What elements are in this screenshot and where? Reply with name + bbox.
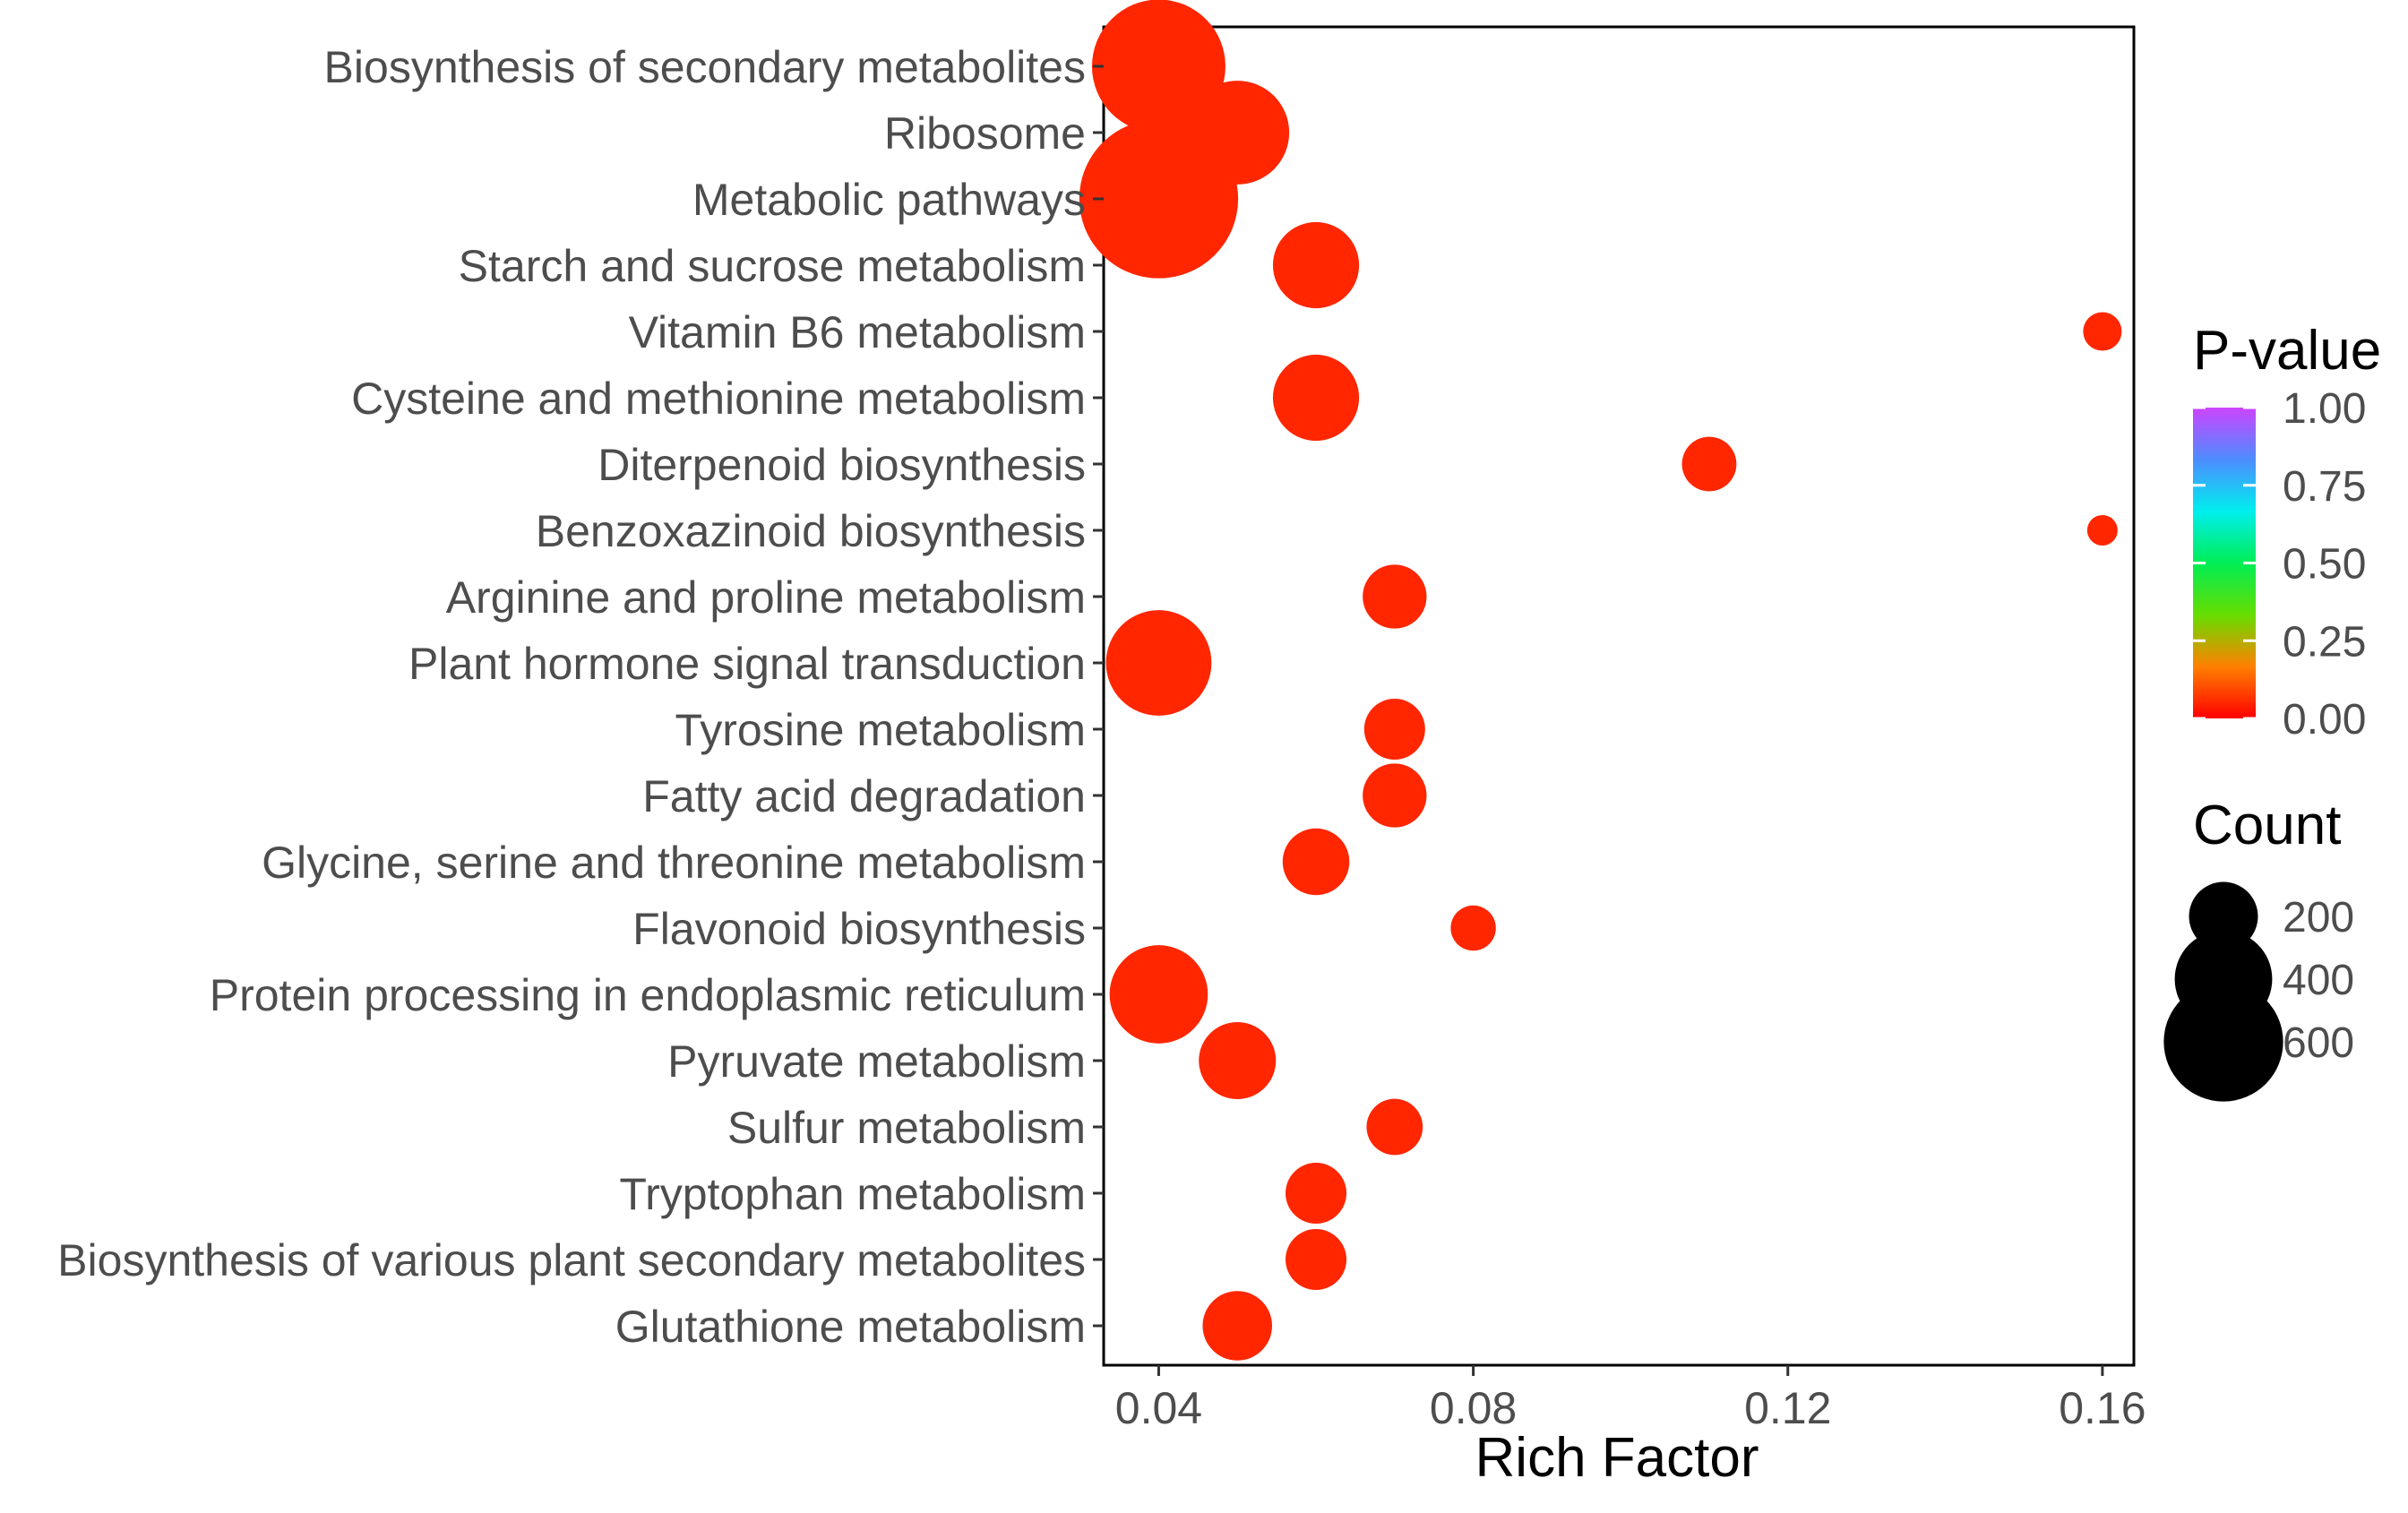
data-point[interactable] (1363, 763, 1427, 828)
data-point[interactable] (1272, 221, 1360, 309)
p-value-legend-title: P-value (2193, 320, 2381, 382)
p-value-legend: P-value 1.00 0.75 0.50 0.25 0.00 (2193, 320, 2381, 744)
data-point[interactable] (1681, 436, 1737, 492)
data-point[interactable] (1363, 564, 1427, 629)
data-point[interactable] (1202, 1291, 1273, 1361)
count-legend-label: 400 (2283, 957, 2354, 1004)
data-point[interactable] (1363, 699, 1425, 760)
data-point[interactable] (1079, 119, 1239, 279)
data-points (1079, 0, 2122, 1361)
y-axis-labels: Biosynthesis of secondary metabolites Rib… (57, 42, 1104, 1352)
y-tick-label: Flavonoid biosynthesis (632, 904, 1086, 954)
y-tick-label: Pyruvate metabolism (667, 1036, 1086, 1087)
colorbar-label: 0.50 (2283, 541, 2366, 589)
y-tick-label: Metabolic pathways (692, 175, 1086, 225)
y-tick-label: Arginine and proline metabolism (446, 572, 1086, 623)
count-legend-key (2163, 982, 2283, 1102)
y-tick-label: Benzoxazinoid biosynthesis (536, 506, 1086, 556)
plot-panel (1102, 25, 2136, 1367)
y-tick-label: Tryptophan metabolism (619, 1169, 1086, 1219)
plot-border (1102, 25, 2136, 1367)
data-point[interactable] (1199, 1021, 1277, 1100)
colorbar-label: 0.00 (2283, 696, 2366, 744)
y-tick-label: Ribosome (884, 108, 1086, 159)
data-point[interactable] (1272, 354, 1360, 442)
colorbar-label: 0.75 (2283, 463, 2366, 511)
colorbar-label: 0.25 (2283, 618, 2366, 666)
data-point[interactable] (1286, 1163, 1347, 1224)
count-legend-label: 200 (2283, 894, 2354, 941)
y-tick-label: Biosynthesis of secondary metabolites (324, 42, 1086, 92)
y-tick-label: Fatty acid degradation (642, 771, 1086, 821)
data-point[interactable] (2083, 312, 2122, 351)
y-tick-label: Vitamin B6 metabolism (629, 307, 1086, 357)
y-tick-label: Sulfur metabolism (727, 1103, 1086, 1153)
y-tick-label: Diterpenoid biosynthesis (598, 440, 1086, 490)
data-point[interactable] (1091, 0, 1226, 133)
x-axis: 0.04 0.08 0.12 0.16 (1115, 1365, 2146, 1433)
count-legend-title: Count (2193, 795, 2341, 856)
y-tick-label: Glycine, serine and threonine metabolism (262, 838, 1086, 888)
y-tick-label: Protein processing in endoplasmic reticu… (210, 970, 1086, 1020)
x-tick-label: 0.12 (1744, 1383, 1831, 1433)
data-point[interactable] (2086, 515, 2118, 546)
y-tick-label: Glutathione metabolism (615, 1302, 1086, 1352)
data-point[interactable] (1109, 945, 1208, 1044)
data-point[interactable] (1282, 828, 1350, 896)
x-axis-title: Rich Factor (1475, 1427, 1759, 1489)
y-tick-label: Tyrosine metabolism (675, 705, 1087, 755)
x-tick-label: 0.04 (1115, 1383, 1202, 1433)
y-tick-label: Cysteine and methionine metabolism (351, 374, 1086, 424)
data-point[interactable] (1366, 1098, 1423, 1156)
x-tick-label: 0.08 (1430, 1383, 1517, 1433)
data-point[interactable] (1450, 905, 1496, 951)
data-point[interactable] (1105, 610, 1212, 716)
y-tick-label: Biosynthesis of various plant secondary … (57, 1235, 1086, 1285)
y-tick-label: Plant hormone signal transduction (408, 639, 1086, 689)
data-point[interactable] (1286, 1229, 1347, 1290)
x-tick-label: 0.16 (2059, 1383, 2146, 1433)
count-legend-label: 600 (2283, 1019, 2354, 1067)
count-legend: Count 200 400 600 (2163, 795, 2354, 1102)
y-tick-label: Starch and sucrose metabolism (459, 241, 1086, 291)
colorbar-label: 1.00 (2283, 385, 2366, 433)
